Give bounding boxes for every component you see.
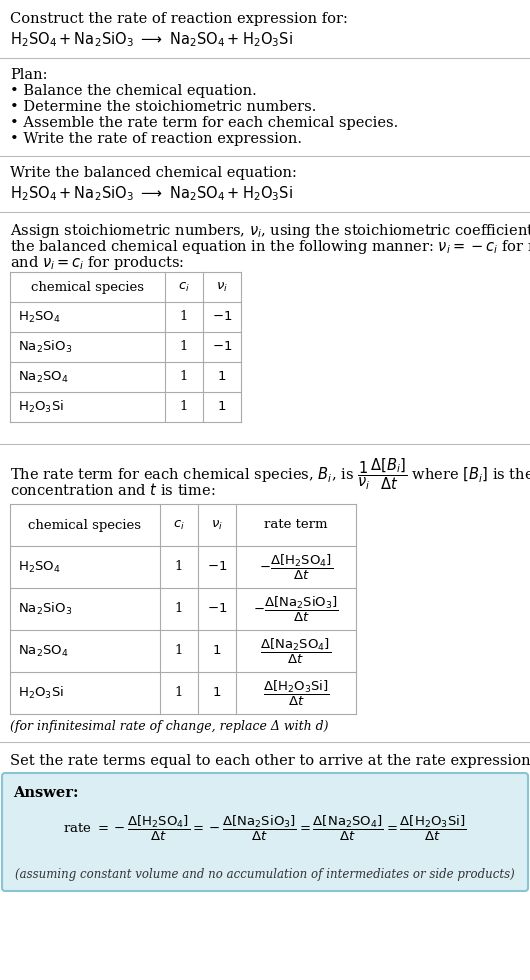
Text: Answer:: Answer: [13,786,78,800]
Text: The rate term for each chemical species, $B_i$, is $\dfrac{1}{\nu_i}\dfrac{\Delt: The rate term for each chemical species,… [10,456,530,492]
Text: $c_i$: $c_i$ [173,518,185,531]
Text: $\mathrm{H_2SO_4}$: $\mathrm{H_2SO_4}$ [18,310,60,324]
Text: $-1$: $-1$ [212,311,232,323]
Text: Construct the rate of reaction expression for:: Construct the rate of reaction expressio… [10,12,348,26]
Text: 1: 1 [175,645,183,658]
Text: • Determine the stoichiometric numbers.: • Determine the stoichiometric numbers. [10,100,316,114]
Text: (assuming constant volume and no accumulation of intermediates or side products): (assuming constant volume and no accumul… [15,868,515,881]
Text: and $\mathit{\nu_i} = \mathit{c_i}$ for products:: and $\mathit{\nu_i} = \mathit{c_i}$ for … [10,254,184,272]
Text: $1$: $1$ [213,687,222,700]
Text: the balanced chemical equation in the following manner: $\mathit{\nu_i} = -\math: the balanced chemical equation in the fo… [10,238,530,256]
Text: 1: 1 [180,340,188,354]
Text: $-\dfrac{\Delta[\mathrm{Na_2SiO_3}]}{\Delta t}$: $-\dfrac{\Delta[\mathrm{Na_2SiO_3}]}{\De… [253,595,339,623]
Text: • Assemble the rate term for each chemical species.: • Assemble the rate term for each chemic… [10,116,398,130]
Text: Write the balanced chemical equation:: Write the balanced chemical equation: [10,166,297,180]
Text: concentration and $t$ is time:: concentration and $t$ is time: [10,482,216,498]
Text: $1$: $1$ [217,370,227,383]
Text: • Write the rate of reaction expression.: • Write the rate of reaction expression. [10,132,302,146]
Text: $\mathrm{H_2SO_4 + Na_2SiO_3 \ \longrightarrow \ Na_2SO_4 + H_2O_3Si}$: $\mathrm{H_2SO_4 + Na_2SiO_3 \ \longrigh… [10,184,293,203]
Text: 1: 1 [180,370,188,383]
Text: 1: 1 [180,311,188,323]
Text: 1: 1 [180,401,188,414]
Text: $\mathrm{H_2O_3Si}$: $\mathrm{H_2O_3Si}$ [18,685,64,701]
Text: (for infinitesimal rate of change, replace Δ with d): (for infinitesimal rate of change, repla… [10,720,329,733]
Text: chemical species: chemical species [29,518,142,531]
Text: • Balance the chemical equation.: • Balance the chemical equation. [10,84,257,98]
Text: $1$: $1$ [217,401,227,414]
Text: chemical species: chemical species [31,280,144,293]
Text: Plan:: Plan: [10,68,48,82]
Text: $-\dfrac{\Delta[\mathrm{H_2SO_4}]}{\Delta t}$: $-\dfrac{\Delta[\mathrm{H_2SO_4}]}{\Delt… [259,553,333,581]
Text: $-1$: $-1$ [212,340,232,354]
Text: $-1$: $-1$ [207,603,227,615]
Text: Set the rate terms equal to each other to arrive at the rate expression:: Set the rate terms equal to each other t… [10,754,530,768]
Text: 1: 1 [175,603,183,615]
Text: $-1$: $-1$ [207,561,227,573]
Text: Assign stoichiometric numbers, $\mathit{\nu_i}$, using the stoichiometric coeffi: Assign stoichiometric numbers, $\mathit{… [10,222,530,240]
Text: $\mathrm{H_2SO_4 + Na_2SiO_3 \ \longrightarrow \ Na_2SO_4 + H_2O_3Si}$: $\mathrm{H_2SO_4 + Na_2SiO_3 \ \longrigh… [10,30,293,49]
Text: rate $= -\dfrac{\Delta[\mathrm{H_2SO_4}]}{\Delta t} = -\dfrac{\Delta[\mathrm{Na_: rate $= -\dfrac{\Delta[\mathrm{H_2SO_4}]… [63,814,467,843]
Text: rate term: rate term [264,518,328,531]
Text: $1$: $1$ [213,645,222,658]
FancyBboxPatch shape [2,773,528,891]
Text: $\mathrm{Na_2SiO_3}$: $\mathrm{Na_2SiO_3}$ [18,601,72,617]
Text: $\mathrm{H_2SO_4}$: $\mathrm{H_2SO_4}$ [18,560,60,574]
Text: $\mathrm{Na_2SiO_3}$: $\mathrm{Na_2SiO_3}$ [18,339,72,355]
Text: $\dfrac{\Delta[\mathrm{Na_2SO_4}]}{\Delta t}$: $\dfrac{\Delta[\mathrm{Na_2SO_4}]}{\Delt… [260,636,331,665]
Text: $\nu_i$: $\nu_i$ [211,518,223,531]
Text: $\mathrm{Na_2SO_4}$: $\mathrm{Na_2SO_4}$ [18,369,69,384]
Text: $\mathrm{Na_2SO_4}$: $\mathrm{Na_2SO_4}$ [18,644,69,659]
Text: $\dfrac{\Delta[\mathrm{H_2O_3Si}]}{\Delta t}$: $\dfrac{\Delta[\mathrm{H_2O_3Si}]}{\Delt… [263,678,329,708]
Text: 1: 1 [175,561,183,573]
Text: $\mathrm{H_2O_3Si}$: $\mathrm{H_2O_3Si}$ [18,399,64,416]
Text: $\nu_i$: $\nu_i$ [216,280,228,294]
Text: $c_i$: $c_i$ [178,280,190,294]
Text: 1: 1 [175,687,183,700]
